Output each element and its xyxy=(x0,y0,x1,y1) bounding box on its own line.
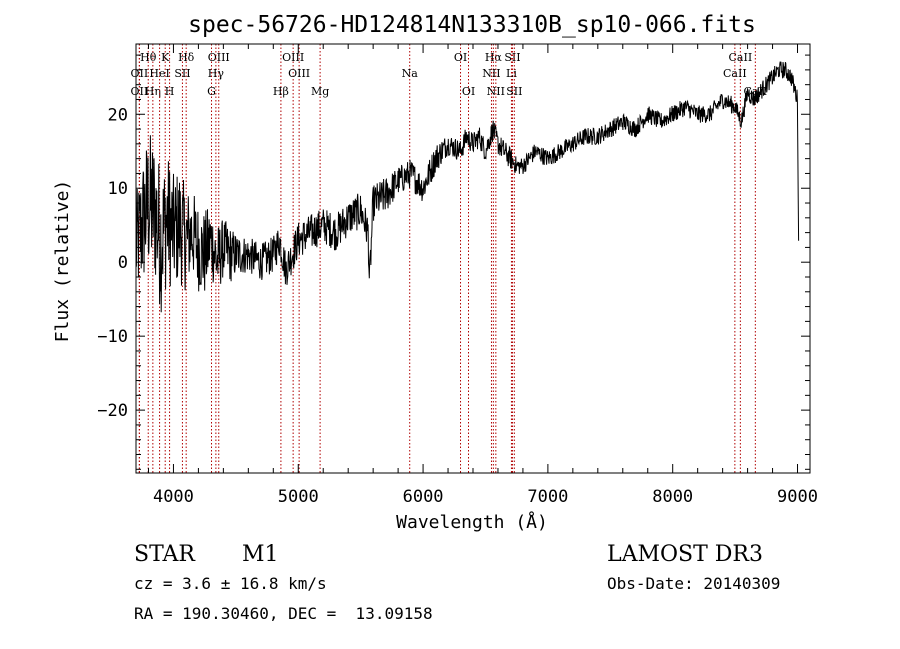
line-marker-label: Hγ xyxy=(208,67,225,80)
x-tick-label: 9000 xyxy=(777,487,818,507)
line-marker-label: OII xyxy=(131,85,149,98)
line-marker-label: SII xyxy=(506,85,522,98)
y-tick-label: 0 xyxy=(118,253,128,273)
line-marker-label: HeI xyxy=(149,67,169,80)
line-marker-label: Hβ xyxy=(273,85,289,98)
line-marker-label: OIII xyxy=(208,51,230,64)
line-marker-label: NII xyxy=(487,85,505,98)
obs-date: Obs-Date: 20140309 xyxy=(607,574,780,593)
line-marker-label: Hδ xyxy=(178,51,195,64)
x-tick-label: 5000 xyxy=(278,487,319,507)
line-marker-label: Na xyxy=(402,67,419,80)
line-marker-label: OI xyxy=(462,85,475,98)
line-marker-label: Hθ xyxy=(140,51,157,64)
line-marker-label: OIII xyxy=(288,67,310,80)
line-marker-label: SII xyxy=(174,67,190,80)
series-layer xyxy=(135,61,800,313)
y-tick-label: −10 xyxy=(97,327,128,347)
x-axis: 4000 5000 6000 7000 8000 9000 xyxy=(147,44,818,507)
survey-name: LAMOST DR3 xyxy=(607,542,763,567)
spectrum-line xyxy=(135,61,800,313)
chart-title: spec-56726-HD124814N133310B_sp10-066.fit… xyxy=(188,12,756,38)
line-marker-label: NII xyxy=(482,67,500,80)
line-marker-label: OI xyxy=(454,51,467,64)
y-axis-label: Flux (relative) xyxy=(52,180,73,343)
line-marker-label: CaII xyxy=(723,67,747,80)
y-tick-label: 10 xyxy=(108,179,128,199)
x-tick-label: 8000 xyxy=(652,487,693,507)
y-tick-label: 20 xyxy=(108,105,128,125)
line-marker-label: Hα xyxy=(485,51,503,64)
line-marker-label: OIII xyxy=(282,51,304,64)
x-tick-label: 6000 xyxy=(403,487,444,507)
line-marker-label: Li xyxy=(506,67,517,80)
line-marker-label: Hη xyxy=(145,85,161,98)
redshift-value: cz = 3.6 ± 16.8 km/s xyxy=(134,574,327,593)
x-tick-label: 4000 xyxy=(153,487,194,507)
line-marker-label: K xyxy=(161,51,170,64)
y-axis: −20 −10 0 10 20 xyxy=(97,54,810,470)
line-marker-label: H xyxy=(165,85,175,98)
x-tick-label: 7000 xyxy=(527,487,568,507)
object-class: STAR xyxy=(134,542,196,567)
y-tick-label: −20 xyxy=(97,401,128,421)
line-marker-label: SII xyxy=(504,51,520,64)
line-marker-label: G xyxy=(207,85,216,98)
coordinates: RA = 190.30460, DEC = 13.09158 xyxy=(134,604,433,623)
subclass: M1 xyxy=(242,542,279,567)
line-marker-label: Mg xyxy=(311,85,329,98)
line-marker-label: CaII xyxy=(729,51,753,64)
x-axis-label: Wavelength (Å) xyxy=(396,511,548,533)
